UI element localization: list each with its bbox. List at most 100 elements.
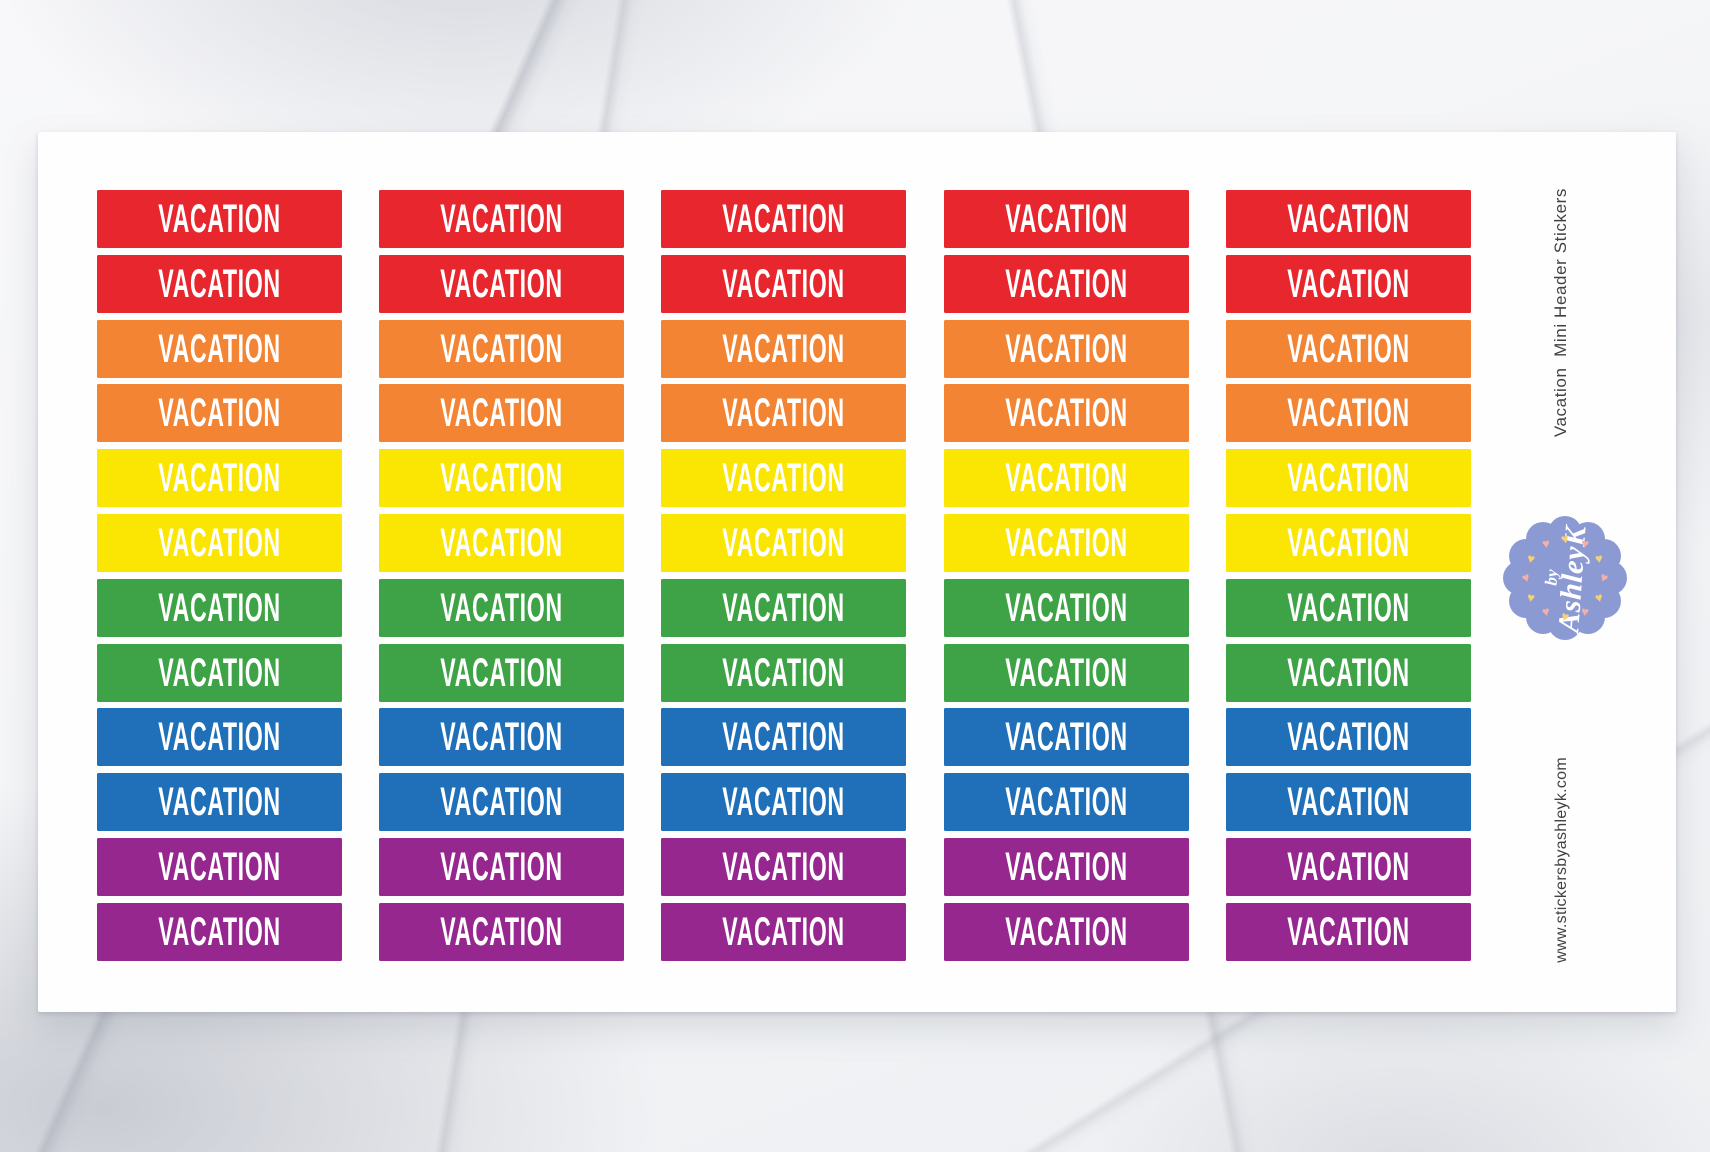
sticker-purple: VACATION <box>943 838 1189 896</box>
sticker-label: VACATION <box>722 585 846 630</box>
sticker-blue: VACATION <box>943 773 1189 832</box>
sticker-yellow: VACATION <box>1225 449 1471 508</box>
sticker-label: VACATION <box>1004 715 1128 760</box>
sticker-label: VACATION <box>1004 326 1128 371</box>
sticker-label: VACATION <box>158 197 281 241</box>
sticker-label: VACATION <box>158 456 281 501</box>
sticker-label: VACATION <box>158 780 281 825</box>
sticker-label: VACATION <box>1004 391 1128 436</box>
sticker-label: VACATION <box>1287 909 1410 954</box>
sticker-blue: VACATION <box>379 773 625 832</box>
sticker-yellow: VACATION <box>97 514 342 572</box>
sticker-label: VACATION <box>158 650 281 695</box>
sticker-label: VACATION <box>722 326 846 371</box>
badge-heart-icon: ♥ <box>1579 535 1590 552</box>
sticker-label: VACATION <box>722 909 846 954</box>
sticker-orange: VACATION <box>1225 319 1471 378</box>
sheet-side-title: Vacation Mini Header Stickers <box>1551 188 1570 438</box>
sticker-red: VACATION <box>943 254 1189 313</box>
sticker-label: VACATION <box>158 585 281 630</box>
sticker-red: VACATION <box>97 254 342 313</box>
sticker-red: VACATION <box>661 254 907 313</box>
sticker-orange: VACATION <box>97 384 342 443</box>
sticker-yellow: VACATION <box>661 449 907 508</box>
sticker-green: VACATION <box>661 578 907 637</box>
sheet-side-url: www.stickersbyashleyk.com <box>1553 757 1570 963</box>
sticker-label: VACATION <box>440 909 563 954</box>
sticker-blue: VACATION <box>943 708 1189 767</box>
sticker-label: VACATION <box>440 391 563 436</box>
sticker-label: VACATION <box>1287 391 1410 436</box>
sticker-label: VACATION <box>1004 261 1128 306</box>
sticker-label: VACATION <box>158 715 281 760</box>
sticker-label: VACATION <box>158 845 281 889</box>
badge-heart-icon: ♥ <box>1540 603 1551 620</box>
sticker-grid: VACATION VACATION VACATION VACATION VACATION… <box>97 190 1471 961</box>
sticker-orange: VACATION <box>661 319 907 378</box>
badge-heart-icon: ♥ <box>1540 535 1551 552</box>
sticker-label: VACATION <box>440 780 563 825</box>
sticker-yellow: VACATION <box>943 514 1189 572</box>
sticker-purple: VACATION <box>379 902 625 961</box>
sticker-label: VACATION <box>158 391 281 436</box>
sticker-label: VACATION <box>440 456 563 501</box>
sticker-label: VACATION <box>158 521 281 565</box>
sticker-yellow: VACATION <box>943 449 1189 508</box>
badge-circle <box>1512 525 1618 631</box>
sticker-label: VACATION <box>440 261 563 306</box>
sticker-orange: VACATION <box>661 384 907 443</box>
sticker-label: VACATION <box>158 909 281 954</box>
sticker-yellow: VACATION <box>379 514 625 572</box>
sticker-label: VACATION <box>1287 456 1410 501</box>
sticker-blue: VACATION <box>97 773 342 832</box>
sticker-blue: VACATION <box>379 708 625 767</box>
sticker-yellow: VACATION <box>97 449 342 508</box>
sticker-label: VACATION <box>1004 521 1128 565</box>
sticker-blue: VACATION <box>1225 773 1471 832</box>
sticker-blue: VACATION <box>661 708 907 767</box>
sticker-red: VACATION <box>1225 254 1471 313</box>
sticker-label: VACATION <box>1287 650 1410 695</box>
sticker-sheet: VACATION VACATION VACATION VACATION VACATION… <box>38 132 1676 1012</box>
sticker-blue: VACATION <box>97 708 342 767</box>
sticker-red: VACATION <box>97 190 342 248</box>
sticker-label: VACATION <box>722 780 846 825</box>
sticker-blue: VACATION <box>1225 708 1471 767</box>
sticker-label: VACATION <box>158 326 281 371</box>
sticker-label: VACATION <box>722 650 846 695</box>
sticker-green: VACATION <box>661 643 907 702</box>
sticker-purple: VACATION <box>661 838 907 896</box>
sticker-red: VACATION <box>661 190 907 248</box>
badge-heart-icon: ♥ <box>1579 603 1590 620</box>
sticker-label: VACATION <box>158 261 281 306</box>
sticker-label: VACATION <box>722 261 846 306</box>
sticker-label: VACATION <box>1004 780 1128 825</box>
sticker-label: VACATION <box>722 521 846 565</box>
sticker-red: VACATION <box>943 190 1189 248</box>
sticker-label: VACATION <box>1287 197 1410 241</box>
sticker-label: VACATION <box>1004 909 1128 954</box>
sticker-yellow: VACATION <box>661 514 907 572</box>
brand-badge: by AshleyK ♥ ♥ ♥ ♥ ♥ ♥ ♥ ♥ ♥ ♥ ♥ ♥ <box>1503 516 1627 640</box>
sticker-purple: VACATION <box>97 902 342 961</box>
sticker-label: VACATION <box>1287 780 1410 825</box>
sticker-label: VACATION <box>440 650 563 695</box>
sticker-purple: VACATION <box>661 902 907 961</box>
sticker-orange: VACATION <box>379 384 625 443</box>
sticker-label: VACATION <box>440 197 563 241</box>
sticker-label: VACATION <box>1004 845 1128 889</box>
sticker-red: VACATION <box>379 254 625 313</box>
sticker-green: VACATION <box>943 578 1189 637</box>
badge-heart-icon: ♥ <box>1593 550 1604 566</box>
sticker-green: VACATION <box>1225 643 1471 702</box>
sticker-label: VACATION <box>440 585 563 630</box>
badge-heart-icon: ♥ <box>1593 588 1605 606</box>
sticker-purple: VACATION <box>379 838 625 896</box>
sticker-yellow: VACATION <box>1225 514 1471 572</box>
sticker-label: VACATION <box>722 715 846 760</box>
sticker-green: VACATION <box>379 578 625 637</box>
sticker-orange: VACATION <box>943 319 1189 378</box>
sticker-purple: VACATION <box>1225 902 1471 961</box>
sticker-yellow: VACATION <box>379 449 625 508</box>
